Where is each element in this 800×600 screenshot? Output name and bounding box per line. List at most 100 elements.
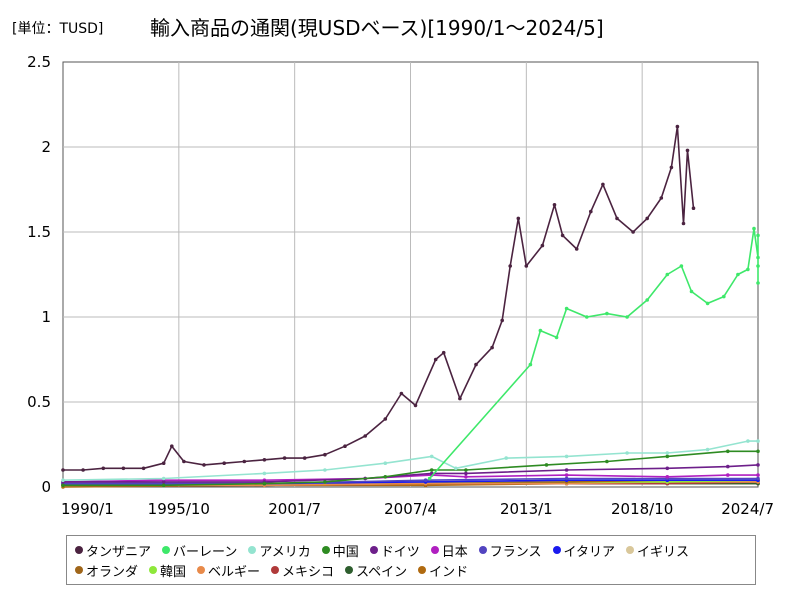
x-tick-label: 2013/1: [500, 500, 553, 518]
data-point: [528, 362, 533, 367]
y-axis: 0 0.5 1 1.5 2 2.5: [27, 53, 51, 496]
data-point: [323, 468, 327, 472]
data-point: [222, 461, 226, 466]
data-point: [756, 233, 760, 238]
legend: タンザニア バーレーン アメリカ 中国 ドイツ 日本 フランス イタリア イギリス オランダ 韓国 ベ…: [66, 535, 756, 585]
data-point: [413, 403, 418, 408]
data-point: [665, 466, 670, 471]
data-point: [705, 301, 710, 306]
data-point: [645, 298, 649, 302]
data-point: [615, 216, 619, 221]
data-point: [508, 264, 512, 268]
series-line: [63, 450, 758, 487]
data-point: [574, 247, 579, 251]
legend-item: メキシコ: [271, 560, 334, 580]
legend-marker-icon: [418, 566, 427, 574]
legend-item: アメリカ: [248, 540, 311, 560]
legend-marker-icon: [369, 546, 378, 554]
y-tick-label: 2.5: [27, 53, 51, 71]
legend-marker-icon: [162, 546, 171, 554]
legend-item: オランダ: [75, 560, 138, 580]
grid: [63, 62, 758, 487]
x-tick-label: 1995/10: [148, 500, 210, 518]
data-point: [161, 483, 166, 488]
data-point: [605, 459, 609, 464]
data-point: [61, 478, 65, 483]
data-point: [665, 475, 670, 479]
data-point: [101, 466, 106, 471]
legend-label: アメリカ: [259, 544, 311, 560]
data-point: [726, 464, 730, 469]
data-point: [540, 243, 545, 248]
data-point: [756, 449, 760, 454]
data-point: [141, 466, 146, 471]
data-point: [323, 452, 327, 457]
legend-item: スペイン: [345, 560, 407, 580]
legend-marker-icon: [248, 546, 257, 554]
y-tick-label: 1.5: [27, 223, 51, 241]
legend-label: ドイツ: [380, 544, 420, 560]
data-point: [564, 476, 569, 481]
data-point: [552, 203, 557, 207]
series-line: [63, 125, 695, 471]
data-point: [383, 417, 388, 421]
data-point: [464, 471, 468, 476]
legend-item: ベルギー: [197, 560, 260, 580]
data-point: [756, 281, 760, 285]
data-point: [182, 459, 186, 464]
legend-label: バーレーン: [173, 544, 238, 560]
y-tick-label: 0.5: [27, 393, 51, 411]
x-tick-label: 1990/1: [61, 500, 114, 518]
legend-marker-icon: [75, 566, 83, 574]
data-point: [544, 463, 549, 467]
legend-label: 韓国: [160, 564, 187, 580]
data-point: [323, 480, 327, 484]
y-tick-label: 2: [41, 138, 51, 156]
data-point: [383, 475, 388, 479]
data-point: [61, 468, 65, 472]
legend-marker-icon: [149, 566, 158, 574]
legend-marker-icon: [430, 546, 439, 554]
data-point: [756, 264, 760, 268]
data-point: [554, 335, 559, 340]
series-line: [62, 474, 758, 483]
data-point: [601, 182, 605, 187]
data-point: [756, 476, 760, 481]
data-point: [500, 318, 505, 323]
data-point: [665, 272, 670, 277]
series-group: [61, 124, 760, 489]
chart-title: 輸入商品の通関(現USDベース)[1990/1～2024/5]: [150, 16, 604, 40]
legend-label: 中国: [332, 544, 359, 560]
legend-marker-icon: [478, 546, 487, 554]
data-point: [726, 449, 730, 454]
legend-label: インド: [429, 564, 469, 580]
data-point: [665, 451, 670, 455]
data-point: [504, 456, 509, 460]
data-point: [689, 289, 694, 294]
data-point: [746, 267, 750, 272]
data-point: [429, 468, 434, 472]
legend-item: 日本: [430, 540, 468, 560]
data-point: [625, 451, 629, 455]
data-point: [675, 124, 680, 129]
data-point: [516, 216, 521, 221]
data-point: [343, 444, 347, 449]
data-point: [202, 463, 206, 467]
data-point: [645, 216, 649, 221]
data-point: [429, 454, 434, 459]
data-point: [458, 396, 462, 401]
legend-marker-icon: [552, 546, 561, 554]
data-point: [427, 476, 432, 481]
data-point: [625, 315, 629, 319]
legend-label: スペイン: [356, 564, 408, 580]
data-point: [564, 306, 569, 311]
data-point: [61, 483, 65, 488]
data-point: [81, 468, 85, 472]
data-point: [669, 165, 674, 170]
legend-item: 中国: [321, 540, 359, 560]
legend-label: イギリス: [637, 544, 690, 560]
data-point: [681, 221, 686, 226]
data-point: [242, 459, 247, 464]
data-point: [464, 475, 468, 479]
